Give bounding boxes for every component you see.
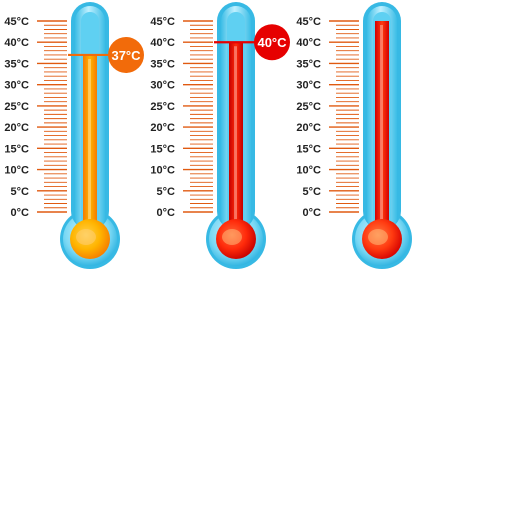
- tick-label: 0°C: [157, 207, 176, 219]
- tick-label: 5°C: [157, 186, 176, 198]
- fluid-highlight: [234, 46, 237, 226]
- fluid-highlight: [380, 25, 383, 226]
- tick-label: 10°C: [150, 165, 175, 177]
- tick-label: 25°C: [150, 101, 175, 113]
- tick-label: 15°C: [4, 143, 29, 155]
- bulb-shine: [368, 229, 388, 245]
- tick-label: 35°C: [4, 58, 29, 70]
- tick-label: 35°C: [150, 58, 175, 70]
- tick-label: 20°C: [150, 122, 175, 134]
- tick-label: 15°C: [296, 143, 321, 155]
- bulb-fluid: [216, 219, 256, 259]
- tick-label: 0°C: [11, 207, 30, 219]
- tick-label: 5°C: [11, 186, 30, 198]
- thermometer-1: 45°C 40°C 35°C 30°C 25°C 20°C 15°C 10°C 5°C 0°C 37…: [4, 2, 144, 269]
- bulb-fluid: [70, 219, 110, 259]
- tick-label: 30°C: [4, 80, 29, 92]
- tick-label: 45°C: [4, 16, 29, 28]
- tick-label: 20°C: [296, 122, 321, 134]
- tick-label: 45°C: [296, 16, 321, 28]
- tick-label: 10°C: [4, 165, 29, 177]
- bulb-shine: [76, 229, 96, 245]
- scale-ticks: [329, 20, 359, 213]
- bulb-shine: [222, 229, 242, 245]
- reading-badge: [254, 24, 290, 61]
- tick-label: 15°C: [150, 143, 175, 155]
- tick-label: 20°C: [4, 122, 29, 134]
- tick-label: 0°C: [303, 207, 322, 219]
- tick-label: 10°C: [296, 165, 321, 177]
- reading-badge: [108, 36, 144, 73]
- tick-label: 40°C: [4, 37, 29, 49]
- reading-badge-label: 37°C: [111, 48, 141, 63]
- reading-badge-label: 40°C: [257, 35, 287, 50]
- tick-label: 45°C: [150, 16, 175, 28]
- scale-ticks: [37, 20, 67, 213]
- tick-label: 25°C: [4, 101, 29, 113]
- tick-label: 35°C: [296, 58, 321, 70]
- scale-ticks: [183, 20, 213, 213]
- bulb-fluid: [362, 219, 402, 259]
- tick-label: 40°C: [150, 37, 175, 49]
- tick-label: 5°C: [303, 186, 322, 198]
- fluid-column: [229, 42, 243, 236]
- thermometer-3: 45°C 40°C 35°C 30°C 25°C 20°C 15°C 10°C 5°C 0°C: [296, 2, 412, 269]
- fluid-highlight: [88, 58, 91, 227]
- tick-label: 40°C: [296, 37, 321, 49]
- fluid-column: [375, 21, 389, 236]
- tick-label: 30°C: [150, 80, 175, 92]
- fluid-column: [83, 54, 97, 237]
- thermometer-2: 45°C 40°C 35°C 30°C 25°C 20°C 15°C 10°C 5°C 0°C 40…: [150, 2, 290, 269]
- tick-label: 25°C: [296, 101, 321, 113]
- tick-label: 30°C: [296, 80, 321, 92]
